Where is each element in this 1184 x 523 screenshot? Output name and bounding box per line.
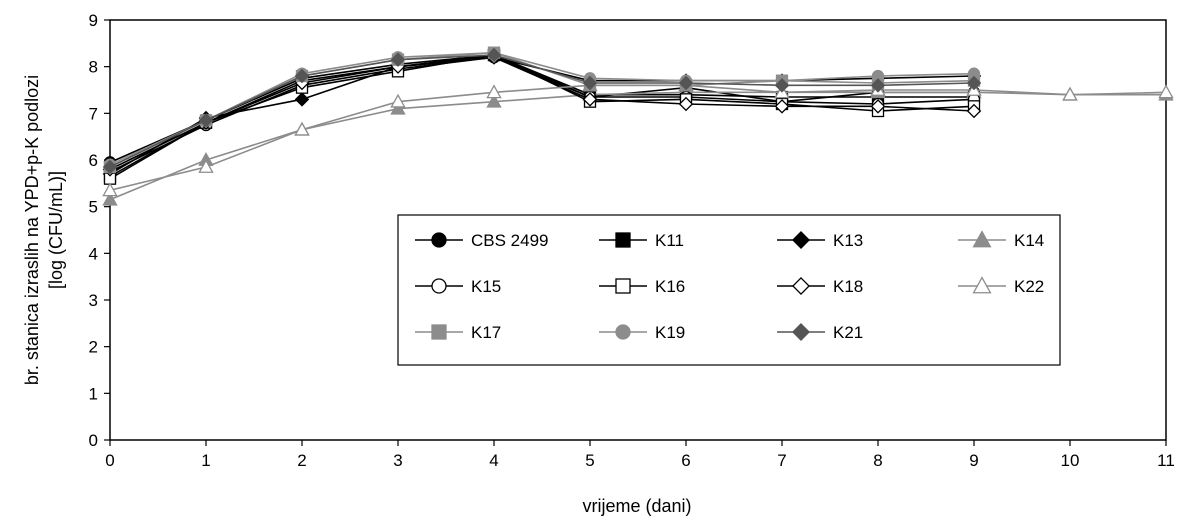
y-axis-title-line-2: [log (CFU/mL)] xyxy=(46,171,66,289)
legend-item-k13: K13 xyxy=(777,231,863,250)
plot-area-border xyxy=(109,19,1167,441)
x-tick-label: 4 xyxy=(489,451,498,470)
y-tick-label: 6 xyxy=(89,151,98,170)
data-point-k21 xyxy=(870,78,886,93)
legend-item-k19: K19 xyxy=(599,323,685,342)
data-point-k21 xyxy=(294,68,310,84)
data-point-k22 xyxy=(1158,84,1174,99)
legend-marker-k17 xyxy=(431,324,447,340)
data-point-k22 xyxy=(486,84,502,99)
x-axis-title: vrijeme (dani) xyxy=(582,496,691,516)
y-tick-label: 4 xyxy=(89,244,98,263)
x-tick-label: 11 xyxy=(1157,451,1175,470)
y-tick-label: 5 xyxy=(89,198,98,217)
axes: 0 1 2 3 4 5 6 7 8 9 10 11 0 1 2 3 4 5 6 7 8 9 xyxy=(89,11,1175,470)
legend-item-k11: K11 xyxy=(599,231,684,250)
y-tick-label: 9 xyxy=(89,11,98,30)
legend-label-k21: K21 xyxy=(833,323,863,342)
x-tick-label: 8 xyxy=(873,451,882,470)
legend-item-k16: K16 xyxy=(599,277,685,296)
legend-item-k22: K22 xyxy=(958,276,1044,296)
data-point-k14 xyxy=(486,93,502,108)
y-tick-label: 3 xyxy=(89,291,98,310)
legend-marker-k15 xyxy=(431,278,447,294)
data-point-k21 xyxy=(678,75,694,91)
data-point-k21 xyxy=(198,113,214,128)
data-point-k18 xyxy=(774,99,790,114)
y-tick-label: 0 xyxy=(89,431,98,450)
legend-label-k15: K15 xyxy=(471,277,501,296)
legend-label-k11: K11 xyxy=(655,231,684,250)
data-point-k18 xyxy=(966,103,982,119)
data-point-k22 xyxy=(1062,86,1078,101)
legend-marker-k11 xyxy=(615,232,631,248)
series-k21 xyxy=(102,47,982,175)
legend: CBS 2499 K11 K13 K14 K15 K16 K18 K22 K17 K19 K21 xyxy=(397,214,1061,366)
data-point-k14 xyxy=(102,191,118,206)
legend-marker-cbs-2499 xyxy=(431,232,447,248)
data-point-k13 xyxy=(294,92,310,107)
legend-label-k18: K18 xyxy=(833,277,863,296)
x-tick-label: 6 xyxy=(681,451,690,470)
legend-label-k16: K16 xyxy=(655,277,685,296)
x-tick-label: 9 xyxy=(969,451,978,470)
legend-label-k22: K22 xyxy=(1014,277,1044,296)
series-line-k11 xyxy=(109,54,974,178)
legend-label-k13: K13 xyxy=(833,231,863,250)
series-line-k18 xyxy=(109,56,975,171)
legend-marker-k19 xyxy=(615,324,631,340)
y-tick-label: 2 xyxy=(89,338,98,357)
data-point-k21 xyxy=(582,75,598,91)
legend-box xyxy=(397,214,1061,366)
data-point-k18 xyxy=(678,96,694,112)
data-point-k14 xyxy=(390,100,406,115)
series-line-k21 xyxy=(109,54,975,168)
data-point-k18 xyxy=(870,99,886,114)
y-tick-label: 7 xyxy=(89,104,98,123)
data-point-k21 xyxy=(486,47,502,63)
y-tick-label: 1 xyxy=(89,384,98,403)
legend-item-k17: K17 xyxy=(415,323,501,342)
x-tick-label: 5 xyxy=(585,451,594,470)
series-lines xyxy=(102,46,1174,206)
x-tick-label: 7 xyxy=(777,451,786,470)
legend-item-k18: K18 xyxy=(777,277,863,296)
x-tick-label: 0 xyxy=(105,451,114,470)
data-point-k22 xyxy=(390,93,406,108)
series-line-k14 xyxy=(109,91,1166,201)
data-point-k21 xyxy=(390,52,406,67)
legend-marker-k21 xyxy=(792,323,810,341)
data-point-k22 xyxy=(102,182,118,197)
y-axis-title-line-1: br. stanica izraslih na YPD+p-K podlozi xyxy=(22,75,42,385)
data-point-k21 xyxy=(966,75,982,91)
data-point-k21 xyxy=(774,78,790,93)
legend-item-cbs-2499: CBS 2499 xyxy=(415,231,549,250)
x-tick-label: 1 xyxy=(201,451,210,470)
series-line-k19 xyxy=(109,51,975,166)
legend-marker-k16 xyxy=(615,278,631,294)
data-point-k22 xyxy=(198,159,214,173)
legend-item-k14: K14 xyxy=(958,230,1044,250)
legend-label-k19: K19 xyxy=(655,323,685,342)
x-tick-label: 10 xyxy=(1061,451,1080,470)
legend-marker-k18 xyxy=(792,277,810,295)
legend-label-k14: K14 xyxy=(1014,231,1044,250)
legend-label-k17: K17 xyxy=(471,323,501,342)
legend-marker-k13 xyxy=(792,231,810,249)
y-tick-label: 8 xyxy=(89,58,98,77)
data-point-k18 xyxy=(582,92,598,107)
x-tick-label: 2 xyxy=(297,451,306,470)
legend-marker-k14 xyxy=(972,230,992,248)
data-point-k22 xyxy=(294,121,310,136)
legend-item-k21: K21 xyxy=(777,323,863,342)
legend-item-k15: K15 xyxy=(415,277,501,296)
data-point-k21 xyxy=(102,159,118,175)
legend-marker-k22 xyxy=(972,276,992,294)
x-tick-label: 3 xyxy=(393,451,402,470)
legend-label-cbs-2499: CBS 2499 xyxy=(471,231,549,250)
